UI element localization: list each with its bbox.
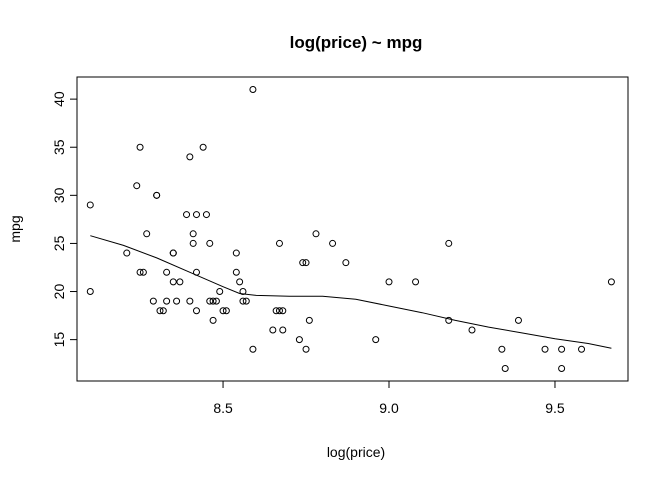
data-point	[159, 307, 167, 315]
x-tick-label: 9.0	[379, 400, 399, 416]
data-point	[169, 278, 177, 286]
data-point	[232, 249, 240, 257]
data-point	[249, 86, 257, 94]
chart-title: log(price) ~ mpg	[290, 33, 423, 52]
data-point	[385, 278, 393, 286]
data-point	[216, 288, 224, 296]
data-point	[232, 268, 240, 276]
data-point	[189, 230, 197, 238]
data-point	[209, 297, 217, 305]
x-axis: 8.5 9.0 9.5	[213, 380, 565, 416]
lowess-line	[90, 235, 612, 349]
data-point	[133, 182, 141, 190]
data-point	[176, 278, 184, 286]
data-point	[295, 336, 303, 344]
data-point	[192, 307, 200, 315]
data-point	[206, 239, 214, 247]
data-point	[275, 307, 283, 315]
data-point	[139, 268, 147, 276]
data-point	[123, 249, 131, 257]
data-point	[156, 307, 164, 315]
data-point	[189, 239, 197, 247]
x-tick-label: 8.5	[213, 400, 233, 416]
data-point	[206, 297, 214, 305]
data-point	[136, 268, 144, 276]
data-point	[305, 316, 313, 324]
data-point	[209, 316, 217, 324]
data-point	[186, 153, 194, 161]
data-point	[249, 345, 257, 353]
data-point	[212, 297, 220, 305]
data-point	[169, 249, 177, 257]
y-axis: 15 20 25 30 35 40	[51, 91, 78, 348]
x-axis-label: log(price)	[327, 444, 385, 460]
data-point	[558, 364, 566, 372]
data-point	[153, 191, 161, 199]
data-point	[299, 259, 307, 267]
data-point	[269, 326, 277, 334]
x-tick-label: 9.5	[545, 400, 565, 416]
data-point	[136, 143, 144, 151]
data-point	[186, 297, 194, 305]
data-point	[272, 307, 280, 315]
y-axis-label: mpg	[7, 215, 23, 242]
data-point	[222, 307, 230, 315]
data-point	[242, 297, 250, 305]
y-tick-label: 40	[51, 91, 67, 107]
data-point	[342, 259, 350, 267]
data-point	[412, 278, 420, 286]
plot-frame	[76, 76, 629, 382]
data-point	[558, 345, 566, 353]
data-point	[578, 345, 586, 353]
data-point	[445, 316, 453, 324]
data-point	[514, 316, 522, 324]
data-point	[163, 268, 171, 276]
data-point	[239, 288, 247, 296]
y-tick-label: 30	[51, 187, 67, 203]
data-point	[302, 345, 310, 353]
data-point	[219, 307, 227, 315]
data-point	[468, 326, 476, 334]
data-point	[279, 326, 287, 334]
data-points	[86, 86, 615, 372]
data-point	[143, 230, 151, 238]
data-point	[275, 239, 283, 247]
data-point	[445, 239, 453, 247]
data-point	[329, 239, 337, 247]
data-point	[279, 307, 287, 315]
data-point	[501, 364, 509, 372]
data-point	[163, 297, 171, 305]
data-point	[239, 297, 247, 305]
data-point	[607, 278, 615, 286]
y-tick-label: 35	[51, 139, 67, 155]
data-point	[236, 278, 244, 286]
data-point	[372, 336, 380, 344]
y-tick-label: 20	[51, 284, 67, 300]
data-point	[202, 211, 210, 219]
data-point	[498, 345, 506, 353]
y-tick-label: 15	[51, 332, 67, 348]
data-point	[86, 288, 94, 296]
data-point	[183, 211, 191, 219]
data-point	[312, 230, 320, 238]
y-tick-label: 25	[51, 235, 67, 251]
data-point	[199, 143, 207, 151]
data-point	[86, 201, 94, 209]
data-point	[192, 211, 200, 219]
data-point	[149, 297, 157, 305]
data-point	[173, 297, 181, 305]
trend-line-group	[90, 235, 612, 349]
data-point	[541, 345, 549, 353]
data-point	[302, 259, 310, 267]
